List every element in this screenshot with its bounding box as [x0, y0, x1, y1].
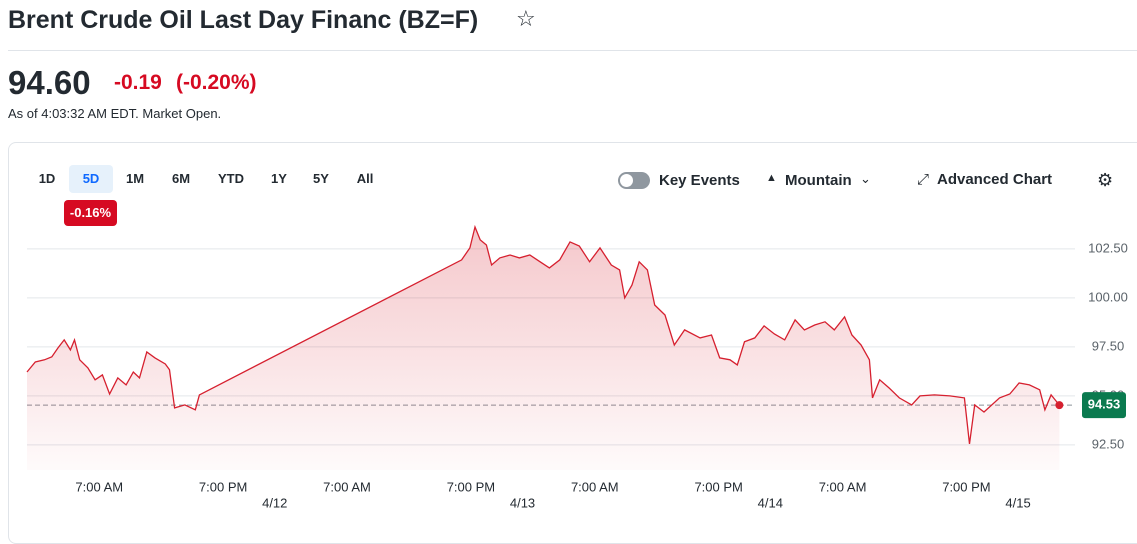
x-tick-label: 7:00 PM: [694, 479, 742, 494]
range-tab[interactable]: 1D: [38, 171, 56, 186]
dropdown-caret: ⌄: [860, 171, 871, 186]
date-tick-label: 4/13: [510, 495, 535, 510]
range-tab[interactable]: 1M: [125, 171, 145, 186]
last-point: [1055, 401, 1064, 410]
x-tick-label: 7:00 AM: [323, 479, 371, 494]
as-of: As of 4:03:32 AM EDT. Market Open.: [8, 106, 222, 121]
range-tab[interactable]: YTD: [218, 171, 244, 186]
y-tick-label: 100.00: [1088, 289, 1128, 304]
y-tick-label: 92.50: [1092, 436, 1125, 451]
price-line: [26, 224, 1060, 444]
key-events-toggle[interactable]: [618, 172, 650, 189]
price: 94.60: [8, 64, 91, 101]
range-change-badge: -0.16%: [64, 200, 117, 226]
x-tick-label: 7:00 AM: [571, 479, 619, 494]
page: {"header": {"title": "Brent Crude Oil La…: [8, 6, 1137, 544]
y-tick-label: 97.50: [1092, 338, 1125, 353]
date-tick-label: 4/15: [1005, 495, 1030, 510]
reference-badge: [1082, 392, 1126, 419]
range-tab[interactable]: 5D: [69, 165, 113, 193]
chart-type[interactable]: Mountain: [785, 172, 852, 189]
range-tab[interactable]: 5Y: [313, 171, 329, 186]
watchlist-star[interactable]: ☆: [516, 6, 536, 31]
date-tick-label: 4/14: [758, 495, 783, 510]
x-tick-label: 7:00 PM: [199, 479, 247, 494]
x-tick-label: 7:00 PM: [447, 479, 495, 494]
x-tick-label: 7:00 AM: [819, 479, 867, 494]
settings-icon[interactable]: ⚙: [1097, 170, 1114, 190]
area-fill: [27, 227, 1060, 470]
date-tick-label: 4/12: [262, 495, 287, 510]
title: Brent Crude Oil Last Day Financ (BZ=F): [8, 6, 479, 34]
divider: [8, 50, 1137, 51]
change: -0.19: [114, 71, 162, 94]
key-events-label[interactable]: Key Events: [659, 172, 740, 189]
reference-label: 94.53: [1088, 397, 1121, 412]
y-tick-label: 102.50: [1088, 240, 1128, 255]
x-tick-label: 7:00 PM: [942, 479, 990, 494]
range-tab[interactable]: 1Y: [271, 171, 287, 186]
x-tick-label: 7:00 AM: [75, 479, 123, 494]
mountain-icon: ▲: [766, 172, 777, 184]
advanced-chart[interactable]: Advanced Chart: [937, 171, 1053, 188]
expand-icon: ⤢: [917, 171, 930, 188]
range-tab[interactable]: 6M: [171, 171, 191, 186]
change-percent: (-0.20%): [176, 71, 257, 94]
range-tab[interactable]: All: [356, 171, 374, 186]
